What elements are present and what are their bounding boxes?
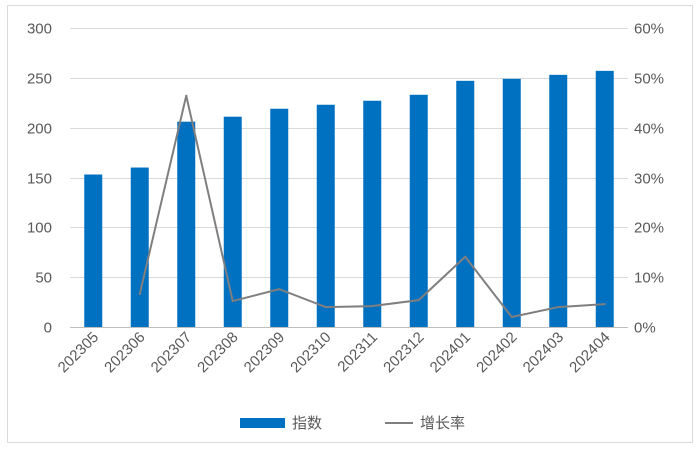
y-right-tick-label: 60% [634, 21, 664, 38]
legend: 指数 增长率 [240, 415, 465, 432]
y-right-tick-label: 50% [634, 71, 664, 88]
right-axis: 0% 10% 20% 30% 40% 50% 60% [634, 21, 664, 337]
gridlines [70, 28, 628, 328]
bar [595, 70, 614, 328]
line-point [464, 255, 467, 258]
line-point [417, 299, 420, 302]
chart-border [7, 5, 693, 443]
y-right-tick-label: 20% [634, 220, 664, 237]
bar [177, 121, 196, 327]
line-point [603, 303, 606, 306]
bar-series [84, 70, 614, 328]
legend-label-bar: 指数 [292, 415, 322, 432]
bar [363, 100, 382, 327]
line-point [324, 306, 327, 309]
y-left-tick-label: 300 [27, 21, 52, 38]
y-right-tick-label: 10% [634, 270, 664, 287]
line-point [557, 306, 560, 309]
y-left-tick-label: 150 [27, 171, 52, 188]
line-point [510, 316, 513, 319]
line-point [185, 94, 188, 97]
bar [223, 116, 242, 327]
y-left-tick-label: 200 [27, 121, 52, 138]
y-left-tick-label: 100 [27, 220, 52, 237]
line-series [138, 94, 606, 319]
y-left-tick-label: 250 [27, 71, 52, 88]
line-point [231, 300, 234, 303]
bar [549, 74, 568, 328]
bar [456, 80, 475, 327]
line-point [371, 305, 374, 308]
bar [502, 78, 521, 327]
line-point [138, 293, 141, 296]
legend-swatch-bar [240, 418, 285, 428]
bar [130, 167, 149, 327]
bar [409, 94, 428, 327]
y-right-tick-label: 40% [634, 121, 664, 138]
bar [316, 104, 335, 327]
bar [270, 108, 289, 327]
y-right-tick-label: 0% [634, 320, 656, 337]
left-axis: 0 50 100 150 200 250 300 [27, 21, 52, 337]
y-left-tick-label: 0 [44, 320, 52, 337]
y-right-tick-label: 30% [634, 171, 664, 188]
line-point [278, 288, 281, 291]
y-left-tick-label: 50 [35, 270, 52, 287]
bar [84, 174, 103, 327]
legend-label-line: 增长率 [420, 415, 465, 432]
